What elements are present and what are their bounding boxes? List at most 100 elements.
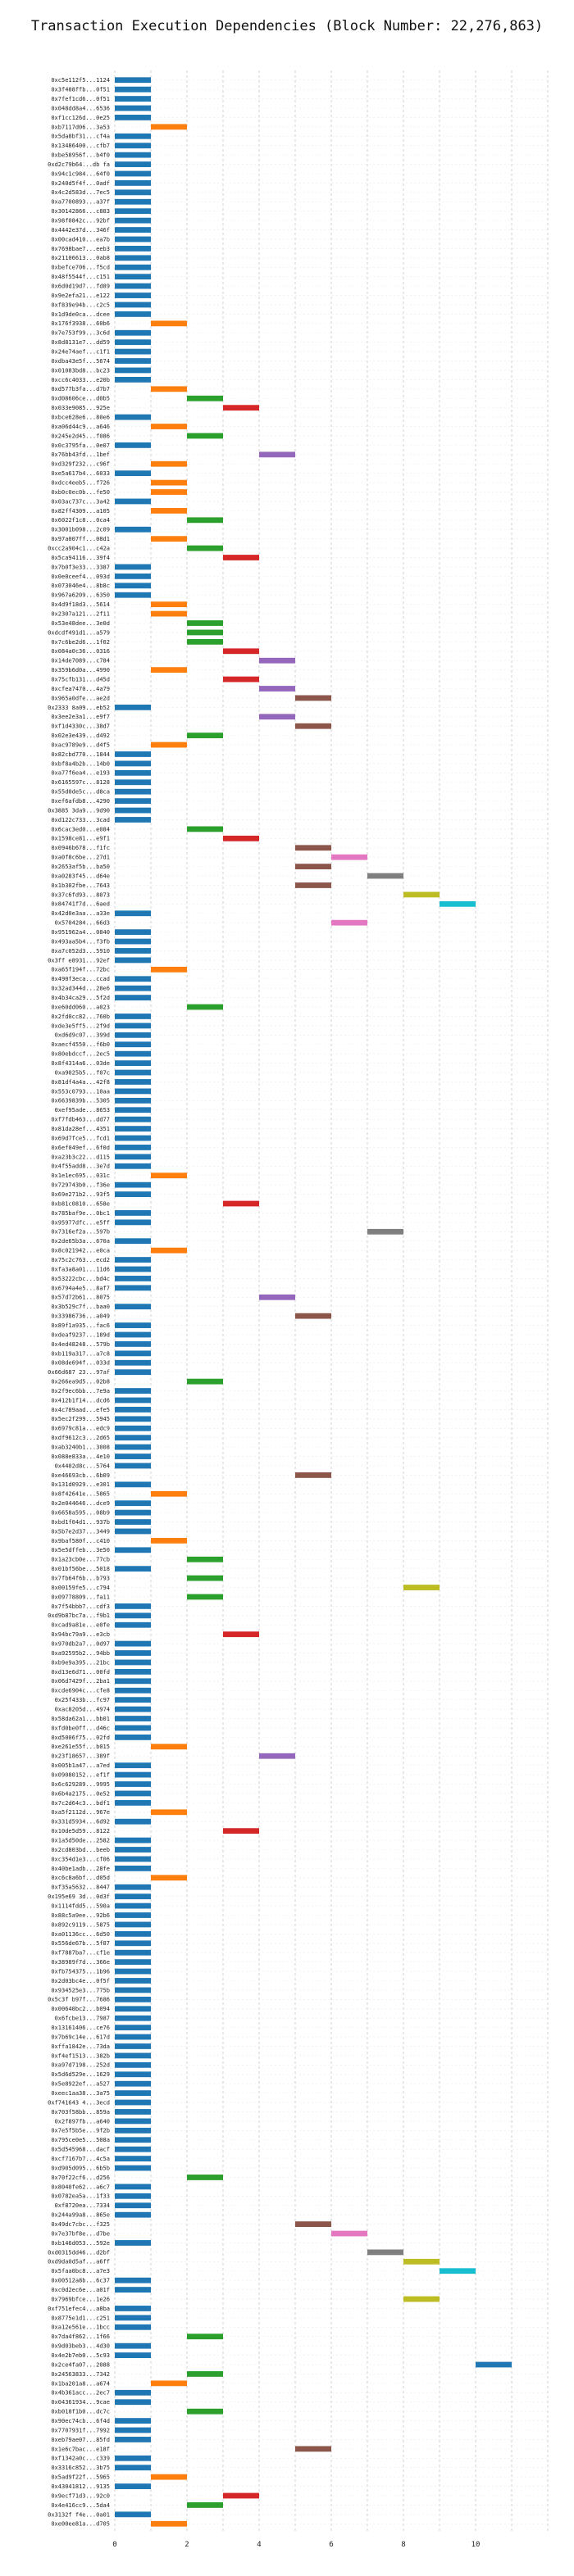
y-tick-label: 0x02e3e439...d492: [51, 732, 110, 739]
y-tick-label: 0xde3e5ff5...2f9d: [51, 1023, 110, 1029]
y-tick-label: 0xa0283f45...d64e: [51, 873, 110, 879]
y-tick-label: 0x57d72b61...8075: [51, 1295, 110, 1301]
y-tick-label: 0x967a6209...6350: [51, 592, 110, 599]
y-tick-label: 0x8040fe62...a6c7: [51, 2184, 110, 2190]
transaction-bar: [367, 873, 403, 879]
transaction-bar: [115, 1088, 151, 1095]
transaction-bar: [115, 1407, 151, 1413]
y-tick-label: 0x6979c81a...edc9: [51, 1426, 110, 1432]
y-tick-label: 0x75c2c763...ecd2: [51, 1257, 110, 1263]
y-tick-label: 0x4e416cc9...5da4: [51, 2502, 110, 2509]
transaction-bar: [115, 1509, 151, 1516]
transaction-bar: [115, 2211, 151, 2218]
transaction-bar: [187, 1004, 223, 1010]
transaction-bar: [151, 2380, 187, 2387]
y-tick-label: 0x7969bfce...1e26: [51, 2296, 110, 2302]
y-tick-label: 0x3132f f4e...0a01: [48, 2511, 110, 2518]
transaction-bar: [115, 1322, 151, 1328]
transaction-bar: [476, 2361, 512, 2368]
y-tick-label: 0xffa1842e...73da: [51, 2043, 110, 2050]
transaction-bar: [115, 2165, 151, 2171]
transaction-bar: [115, 1154, 151, 1160]
transaction-bar: [115, 2306, 151, 2311]
transaction-bar: [115, 1668, 151, 1675]
transaction-bar: [115, 1032, 151, 1038]
y-tick-label: 0x00512a8b...6c37: [51, 2278, 110, 2284]
transaction-bar: [403, 2258, 440, 2265]
transaction-bar: [115, 1547, 151, 1553]
y-tick-label: 0xf7887ba7...cf1e: [51, 1950, 110, 1957]
y-tick-label: 0x69e271b2...93f5: [51, 1191, 110, 1198]
y-tick-label: 0xa12e561e...1bcc: [51, 2324, 110, 2331]
y-tick-label: 0xe46693cb...6b09: [51, 1472, 110, 1479]
y-tick-label: 0x5d545968...dacf: [51, 2147, 110, 2153]
transaction-bar: [115, 1107, 151, 1113]
transaction-bar: [115, 348, 151, 355]
y-tick-label: 0x3885 3da9...9d90: [48, 807, 110, 814]
y-tick-label: 0x5da8bf31...cf4a: [51, 134, 110, 140]
transaction-bar: [115, 329, 151, 336]
y-tick-label: 0x00159fe5...c794: [51, 1585, 110, 1591]
transaction-bar: [115, 1435, 151, 1441]
y-tick-label: 0x90ec74cb...6f4d: [51, 2418, 110, 2424]
y-tick-label: 0x4f55add8...3e7d: [51, 1163, 110, 1170]
transaction-bar: [115, 208, 151, 215]
transaction-bar: [187, 1575, 223, 1581]
y-tick-label: 0x0c3795fa...0e07: [51, 442, 110, 449]
transaction-bar: [151, 386, 187, 392]
y-tick-label: 0xd9b87bc7a...f9b1: [48, 1612, 110, 1619]
y-tick-label: 0x00cad410...ea7b: [51, 236, 110, 243]
transaction-bar: [115, 760, 151, 767]
y-tick-label: 0xa06d44c9...a646: [51, 424, 110, 430]
y-tick-label: 0xd577b3fa...d7b7: [51, 386, 110, 392]
y-tick-label: 0x6794a4e5...8af7: [51, 1285, 110, 1291]
y-tick-label: 0x70f22cf6...d256: [51, 2175, 110, 2181]
transaction-bar: [115, 817, 151, 823]
x-tick-label: 10: [472, 2541, 481, 2549]
transaction-bar: [151, 667, 187, 673]
transaction-bar: [151, 2520, 187, 2527]
transaction-bar: [187, 1594, 223, 1600]
transaction-bar: [151, 742, 187, 748]
transaction-bar: [151, 424, 187, 429]
y-tick-label: 0x10de5d59...8122: [51, 1828, 110, 1834]
transaction-bar: [115, 2202, 151, 2209]
y-tick-label: 0x4402d8c...5764: [55, 1463, 110, 1469]
transaction-bar: [115, 2352, 151, 2358]
transaction-bar: [187, 517, 223, 524]
transaction-bar: [187, 2502, 223, 2508]
x-tick-label: 2: [184, 2541, 189, 2549]
y-tick-label: 0x66d687 23...97af: [48, 1369, 110, 1376]
y-tick-label: 0xd08606ce...d0b5: [51, 396, 110, 402]
y-tick-label: 0xfb754375...1b96: [51, 1968, 110, 1975]
transaction-bar: [115, 2137, 151, 2143]
transaction-bar: [259, 657, 295, 664]
y-tick-label: 0x5faa0bc8...a7e3: [51, 2268, 110, 2274]
y-tick-label: 0x1ba201a8...a674: [51, 2380, 110, 2387]
y-tick-label: 0x2307a121...2f11: [51, 610, 110, 617]
y-tick-label: 0x97a007ff...08d1: [51, 536, 110, 542]
y-tick-label: 0x4c789aad...efe5: [51, 1407, 110, 1413]
y-tick-label: 0x37c6fd93...8073: [51, 891, 110, 898]
transaction-bar: [115, 2465, 151, 2471]
transaction-bar: [151, 1172, 187, 1179]
y-tick-label: 0x970db2a7...0d97: [51, 1641, 110, 1648]
transaction-bar: [115, 1856, 151, 1862]
y-tick-label: 0x6d0d19d7...fd89: [51, 283, 110, 290]
y-tick-label: 0x1e6c7bac...e18f: [51, 2446, 110, 2452]
transaction-bar: [115, 293, 151, 298]
transaction-bar: [115, 1725, 151, 1731]
y-tick-label: 0x703f58bb...859a: [51, 2109, 110, 2116]
transaction-bar: [151, 460, 187, 467]
y-tick-label: 0x6ef049ef...6f0d: [51, 1145, 110, 1151]
transaction-bar: [115, 1519, 151, 1525]
transaction-bar: [223, 405, 259, 411]
y-tick-label: 0x088e833a...4e10: [51, 1454, 110, 1460]
transaction-bar: [187, 395, 223, 401]
y-tick-label: 0x493aa5b4...f3fb: [51, 938, 110, 945]
y-tick-label: 0x7fef1cd6...0f51: [51, 96, 110, 102]
transaction-bar: [115, 1304, 151, 1310]
y-tick-label: 0x21106613...0ab8: [51, 255, 110, 261]
transaction-bar: [115, 1116, 151, 1122]
y-tick-label: 0x69d7fce5...fcd1: [51, 1135, 110, 1141]
